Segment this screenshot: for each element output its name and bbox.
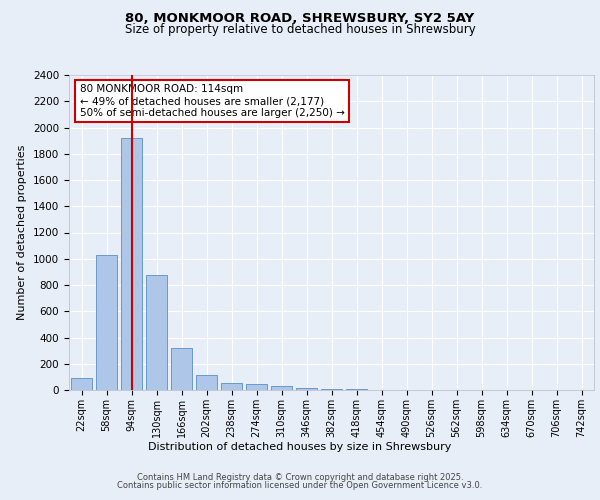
Bar <box>146 274 167 390</box>
Bar <box>296 388 317 390</box>
Bar <box>96 255 117 390</box>
Y-axis label: Number of detached properties: Number of detached properties <box>17 145 28 320</box>
Bar <box>271 386 292 390</box>
Bar <box>221 384 242 390</box>
Bar <box>171 348 192 390</box>
Text: Distribution of detached houses by size in Shrewsbury: Distribution of detached houses by size … <box>148 442 452 452</box>
Text: Contains public sector information licensed under the Open Government Licence v3: Contains public sector information licen… <box>118 481 482 490</box>
Text: Size of property relative to detached houses in Shrewsbury: Size of property relative to detached ho… <box>125 22 475 36</box>
Text: Contains HM Land Registry data © Crown copyright and database right 2025.: Contains HM Land Registry data © Crown c… <box>137 472 463 482</box>
Bar <box>321 389 342 390</box>
Text: 80, MONKMOOR ROAD, SHREWSBURY, SY2 5AY: 80, MONKMOOR ROAD, SHREWSBURY, SY2 5AY <box>125 12 475 26</box>
Bar <box>121 138 142 390</box>
Bar <box>196 375 217 390</box>
Bar <box>246 384 267 390</box>
Text: 80 MONKMOOR ROAD: 114sqm
← 49% of detached houses are smaller (2,177)
50% of sem: 80 MONKMOOR ROAD: 114sqm ← 49% of detach… <box>79 84 344 117</box>
Bar <box>71 378 92 390</box>
